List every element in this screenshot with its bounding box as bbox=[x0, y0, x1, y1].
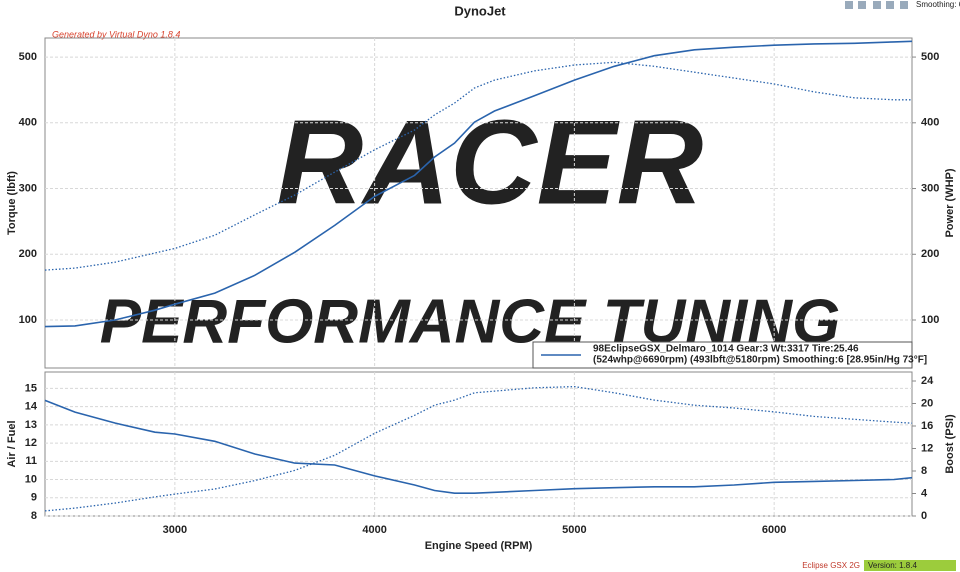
legend-entry: (524whp@6690rpm) (493lbft@5180rpm) Smoot… bbox=[593, 355, 927, 366]
y-axis-label: Torque (lbft) bbox=[6, 171, 18, 235]
y2-tick-label: 100 bbox=[921, 314, 939, 326]
x-axis-label: Engine Speed (RPM) bbox=[425, 540, 533, 552]
car-label: Eclipse GSX 2G bbox=[802, 561, 860, 570]
y-tick-label: 500 bbox=[19, 51, 37, 63]
y-tick-label: 10 bbox=[25, 473, 37, 485]
y-tick-label: 300 bbox=[19, 182, 37, 194]
y-tick-label: 14 bbox=[25, 401, 38, 413]
y-axis-label: Air / Fuel bbox=[6, 420, 18, 467]
y2-tick-label: 300 bbox=[921, 182, 939, 194]
toolbar: Smoothing: 6 ▾ bbox=[845, 0, 960, 9]
y-tick-label: 12 bbox=[25, 437, 37, 449]
chart-title: DynoJet bbox=[454, 3, 506, 18]
y-tick-label: 11 bbox=[25, 455, 37, 467]
y-tick-label: 8 bbox=[31, 510, 37, 522]
watermark: RACER PERFORMANCE TUNING bbox=[100, 96, 841, 357]
y2-tick-label: 16 bbox=[921, 420, 933, 432]
filter-icon[interactable] bbox=[858, 1, 866, 9]
legend-entry: 98EclipseGSX_Delmaro_1014 Gear:3 Wt:3317… bbox=[593, 344, 859, 355]
y2-axis-label: Boost (PSI) bbox=[944, 414, 956, 474]
save-icon[interactable] bbox=[873, 1, 881, 9]
y2-tick-label: 8 bbox=[921, 465, 927, 477]
version-badge bbox=[864, 560, 956, 571]
plot-area bbox=[44, 37, 913, 369]
zoom-icon[interactable] bbox=[845, 1, 853, 9]
y-tick-label: 9 bbox=[31, 492, 37, 504]
x-tick-label: 5000 bbox=[562, 524, 586, 536]
x-tick-label: 3000 bbox=[163, 524, 187, 536]
y2-tick-label: 400 bbox=[921, 117, 939, 129]
y-tick-label: 400 bbox=[19, 117, 37, 129]
series-line bbox=[44, 61, 912, 271]
y2-tick-label: 12 bbox=[921, 442, 933, 454]
y2-tick-label: 500 bbox=[921, 51, 939, 63]
y-tick-label: 100 bbox=[19, 314, 37, 326]
watermark-logo: RACER bbox=[277, 96, 704, 230]
y-tick-label: 200 bbox=[19, 248, 37, 260]
y-tick-label: 13 bbox=[25, 419, 37, 431]
plot-area bbox=[44, 371, 913, 517]
generated-by: Generated by Virtual Dyno 1.8.4 bbox=[52, 29, 180, 39]
legend-box bbox=[532, 341, 913, 369]
y2-tick-label: 4 bbox=[921, 487, 928, 499]
y2-tick-label: 0 bbox=[921, 510, 927, 522]
y2-tick-label: 24 bbox=[921, 375, 934, 387]
copy-icon[interactable] bbox=[886, 1, 894, 9]
y2-tick-label: 20 bbox=[921, 397, 933, 409]
y-tick-label: 15 bbox=[25, 382, 37, 394]
series-line bbox=[44, 40, 913, 328]
series-line bbox=[44, 385, 913, 512]
x-tick-label: 4000 bbox=[362, 524, 386, 536]
print-icon[interactable] bbox=[900, 1, 908, 9]
smoothing-dropdown[interactable]: Smoothing: 6 ▾ bbox=[916, 0, 960, 9]
y2-axis-label: Power (WHP) bbox=[944, 168, 956, 237]
x-tick-label: 6000 bbox=[762, 524, 786, 536]
series-line bbox=[44, 399, 913, 494]
version-label: Version: 1.8.4 bbox=[868, 561, 917, 570]
y2-tick-label: 200 bbox=[921, 248, 939, 260]
